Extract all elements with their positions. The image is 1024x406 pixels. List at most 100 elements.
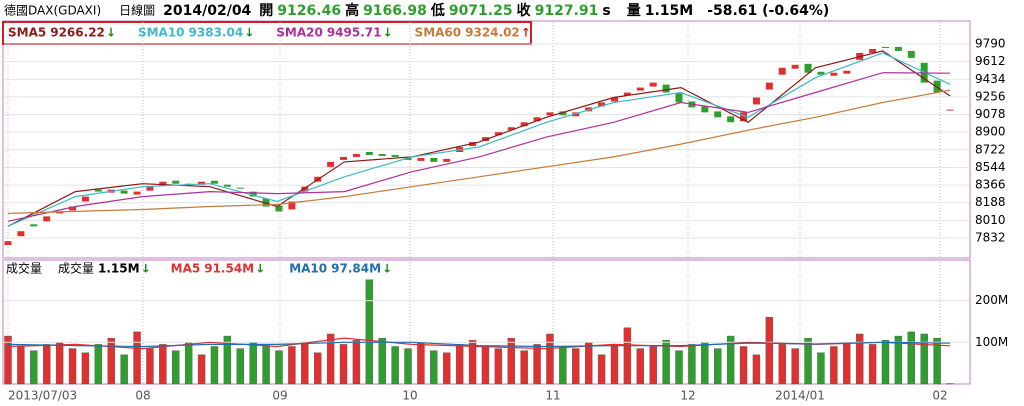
x-tick-label: 2014/01: [775, 389, 825, 403]
volume-bar: [533, 344, 541, 385]
header-close: 9127.91: [535, 3, 599, 19]
legend-value: 9266.22: [50, 26, 105, 40]
candle: [17, 231, 25, 237]
y-tick-label: 9078: [975, 107, 1006, 121]
volume-bar: [739, 346, 748, 385]
y-tick-label: 9434: [975, 72, 1006, 86]
header-date: 2014/02/04: [163, 3, 251, 19]
legend-value: 9324.02: [465, 26, 520, 40]
y-tick-label: 9612: [975, 54, 1006, 68]
volume-bar: [455, 344, 464, 385]
legend-value: 91.54M: [204, 262, 254, 276]
candle: [714, 111, 722, 118]
candle: [69, 206, 77, 211]
candle: [327, 161, 335, 167]
candle: [417, 157, 425, 161]
candle: [546, 112, 554, 116]
volume-bar: [804, 337, 812, 385]
volume-bar: [288, 346, 296, 385]
candle: [494, 132, 502, 136]
volume-bar: [4, 335, 12, 385]
candle: [894, 46, 902, 51]
volume-bar: [765, 317, 774, 385]
header-change: -58.61 (-0.64%): [707, 3, 829, 19]
y-tick-label: 8544: [975, 160, 1006, 174]
volume-bar: [339, 344, 348, 385]
volume-bar: [649, 346, 657, 385]
volume-bar: [468, 340, 477, 385]
volume-bar: [494, 348, 503, 385]
volume-bar: [236, 348, 244, 385]
candle: [752, 97, 760, 105]
volume-title: 成交量: [6, 261, 42, 276]
candle: [120, 190, 128, 194]
candle: [765, 82, 773, 90]
volume-bar: [146, 348, 154, 385]
candle: [301, 186, 309, 192]
volume-bar: [662, 340, 670, 385]
candle: [236, 187, 244, 189]
y-tick-label: 100M: [975, 335, 1008, 349]
x-tick-label: 02: [932, 389, 947, 403]
header-volume-label: 量: [627, 3, 641, 19]
candle: [81, 196, 89, 202]
candle: [249, 191, 257, 197]
volume-bar: [404, 348, 412, 385]
volume-bar: [843, 342, 851, 385]
volume-bar: [507, 337, 515, 385]
volume-bar: [262, 344, 270, 385]
volume-bar: [391, 346, 399, 385]
header-low: 9071.25: [449, 3, 513, 19]
volume-bar: [313, 352, 322, 385]
volume-bar: [417, 342, 425, 385]
volume-bar: [352, 340, 361, 385]
candle: [533, 117, 541, 122]
volume-today-trend: ↓: [141, 262, 151, 276]
ma-line: [7, 341, 951, 348]
volume-bar: [830, 346, 838, 385]
volume-bar: [752, 354, 761, 385]
volume-bar: [572, 348, 580, 385]
candle: [520, 122, 528, 127]
ma-line: [7, 89, 951, 214]
volume-bar: [559, 346, 567, 385]
volume-bar: [920, 333, 928, 385]
candle: [610, 97, 618, 102]
y-tick-label: 8722: [975, 142, 1006, 156]
candle: [662, 84, 670, 93]
volume-bar: [30, 350, 38, 385]
candle: [817, 71, 825, 75]
candle: [4, 241, 12, 246]
y-tick-label: 8366: [975, 178, 1006, 192]
candle: [262, 198, 270, 207]
volume-bar: [301, 342, 309, 385]
legend-name: SMA5: [8, 26, 46, 40]
candle: [352, 153, 360, 157]
volume-bar: [326, 333, 335, 385]
header-high-label: 高: [345, 2, 359, 19]
volume-bar: [907, 331, 915, 385]
volume-bar: [81, 352, 90, 385]
y-tick-label: 8188: [975, 195, 1006, 209]
volume-bar: [107, 337, 115, 385]
candle: [740, 112, 748, 122]
volume-bar: [55, 342, 64, 385]
candle: [649, 82, 657, 87]
volume-bar: [881, 340, 890, 385]
volume-bar: [120, 354, 128, 385]
legend-value: 9383.04: [189, 26, 244, 40]
legend-name: SMA60: [415, 26, 462, 40]
x-tick-label: 11: [545, 389, 560, 403]
volume-bar: [636, 348, 645, 385]
y-tick-label: 9256: [975, 89, 1006, 103]
candle: [340, 156, 348, 160]
candle: [559, 111, 567, 116]
ma-line: [7, 72, 951, 222]
volume-bar: [610, 344, 619, 385]
volume-bar: [714, 348, 722, 385]
volume-today-value: 1.15M: [98, 262, 140, 276]
volume-bar: [275, 350, 283, 385]
legend-value: 97.84M: [331, 262, 381, 276]
x-tick-label: 09: [272, 389, 287, 403]
header-high: 9166.98: [363, 3, 427, 19]
